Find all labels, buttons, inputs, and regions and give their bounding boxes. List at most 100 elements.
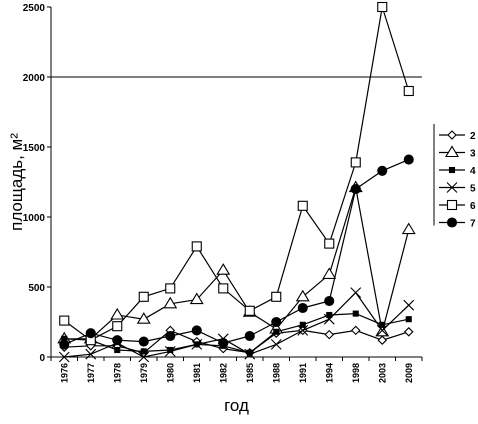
data-point (322, 267, 337, 279)
data-point (191, 339, 203, 350)
legend-item-5: 5 (439, 182, 476, 195)
data-point (112, 321, 123, 332)
legend-item-4: 4 (439, 166, 476, 177)
y-tick-label: 2000 (23, 73, 46, 84)
data-point (403, 327, 414, 337)
data-point (85, 328, 96, 339)
series-3 (57, 180, 416, 344)
y-axis-title: площадь, м² (7, 133, 26, 231)
legend-item-6: 6 (439, 199, 476, 212)
data-point (140, 348, 147, 355)
data-point (446, 217, 458, 228)
legend-label: 2 (470, 131, 476, 142)
data-point (324, 329, 335, 340)
series-group (57, 1, 416, 363)
y-tick-label: 500 (28, 283, 45, 294)
x-tick-label: 1977 (86, 363, 96, 383)
y-tick-label: 1000 (23, 213, 46, 224)
legend-label: 3 (470, 149, 476, 160)
x-tick-label: 1982 (218, 363, 228, 383)
series-6 (59, 1, 414, 346)
legend-label: 7 (470, 219, 476, 230)
data-point (350, 157, 361, 168)
x-tick-label: 1978 (112, 363, 122, 383)
data-point (271, 316, 282, 328)
data-point (377, 1, 388, 13)
data-point (167, 346, 174, 354)
data-point (244, 348, 256, 360)
legend: 2 3 4 5 6 7 (433, 124, 476, 230)
data-point (326, 311, 333, 319)
data-point (323, 313, 335, 325)
data-point (377, 165, 388, 176)
data-point (112, 335, 123, 346)
legend-item-3: 3 (439, 145, 476, 160)
data-point (446, 182, 458, 193)
x-tick-label: 1988 (271, 363, 281, 383)
data-point (403, 154, 414, 165)
data-point (114, 346, 121, 354)
legend-label: 4 (470, 166, 476, 177)
data-point (244, 330, 255, 342)
data-point (218, 337, 229, 349)
data-point (324, 238, 335, 249)
data-point (405, 316, 412, 323)
data-point (110, 307, 125, 320)
data-point (324, 295, 335, 307)
data-point (165, 283, 176, 294)
y-tick-label: 0 (39, 353, 45, 364)
data-point (376, 325, 388, 336)
data-point (218, 283, 229, 294)
data-point (270, 339, 282, 350)
data-point (189, 292, 204, 305)
data-point (377, 335, 388, 345)
y-tick-label: 2500 (23, 3, 46, 14)
x-axis-title: год (224, 396, 249, 415)
data-point (165, 330, 176, 342)
data-point (216, 263, 231, 275)
data-point (297, 302, 308, 314)
x-tick-label: 1981 (192, 363, 202, 383)
data-point (163, 296, 178, 309)
data-point (448, 166, 456, 174)
data-point (244, 305, 255, 316)
data-point (136, 312, 151, 324)
data-point (191, 325, 202, 336)
data-point (85, 348, 97, 360)
data-point (401, 222, 416, 235)
data-point (138, 336, 149, 347)
x-tick-label: 1979 (139, 363, 149, 383)
legend-label: 6 (470, 201, 476, 212)
x-tick-label: 2009 (404, 363, 414, 383)
series-line (64, 312, 409, 354)
y-tick-label: 1500 (23, 143, 46, 154)
x-tick-label: 1980 (165, 363, 175, 383)
data-point (273, 328, 280, 335)
data-point (59, 339, 70, 350)
data-point (350, 287, 362, 298)
data-point (350, 325, 361, 336)
data-point (445, 145, 459, 158)
data-point (350, 183, 361, 195)
data-point (446, 199, 458, 211)
legend-item-7: 7 (439, 217, 476, 230)
data-point (191, 241, 202, 252)
data-point (138, 291, 149, 302)
data-point (58, 351, 70, 363)
legend-label: 5 (470, 184, 476, 195)
x-tick-label: 2003 (377, 363, 387, 383)
data-point (138, 351, 150, 363)
data-point (352, 310, 359, 317)
axis-labels: площадь, м² год (7, 133, 249, 415)
data-point (403, 299, 415, 311)
x-tick-label: 1985 (245, 363, 255, 383)
x-tick-label: 1994 (324, 363, 334, 383)
data-point (379, 321, 386, 328)
data-point (295, 289, 310, 302)
series-7 (59, 154, 414, 350)
data-point (297, 200, 308, 211)
data-point (271, 291, 282, 302)
data-point (297, 325, 309, 336)
